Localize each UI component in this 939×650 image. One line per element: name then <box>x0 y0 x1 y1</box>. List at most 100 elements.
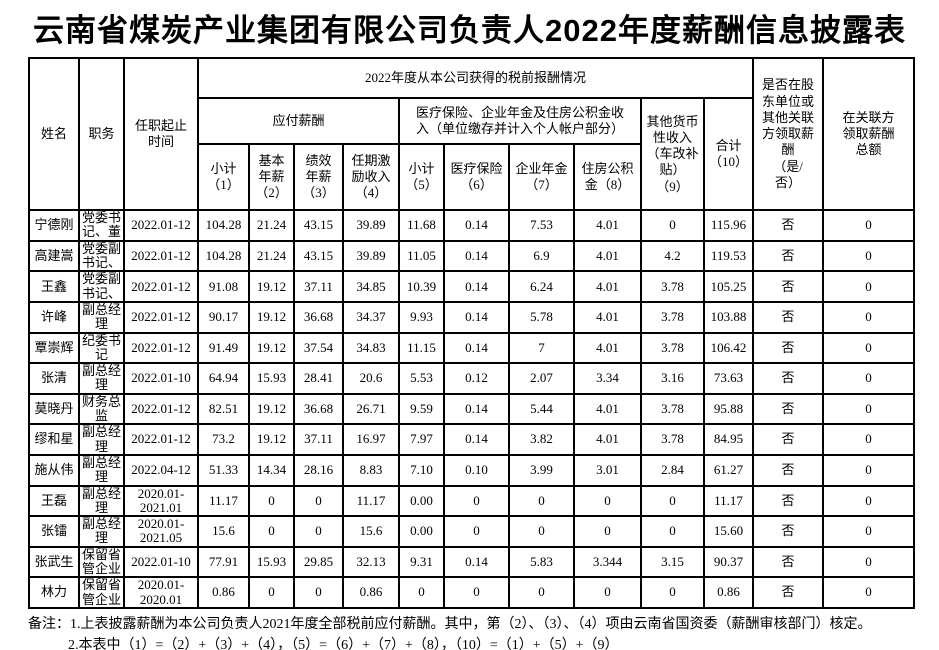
cell-tenure-incentive4: 8.83 <box>342 453 400 487</box>
cell-enterprise-annuity7: 5.83 <box>508 545 575 579</box>
cell-performance-salary3: 43.15 <box>293 239 344 273</box>
cell-enterprise-annuity7: 0 <box>508 484 575 518</box>
cell-performance-salary3: 29.85 <box>293 545 344 579</box>
cell-subtotal1: 77.91 <box>197 545 250 579</box>
cell-total10: 105.25 <box>702 270 755 303</box>
cell-position: 副总经 理 <box>78 453 125 487</box>
header-pretax-group: 2022年度从本公司获得的税前报酬情况 <box>196 57 755 100</box>
cell-other-income9: 3.78 <box>640 392 705 426</box>
cell-medical-insurance6: 0 <box>443 576 510 609</box>
cell-other-income9: 0 <box>640 515 705 548</box>
page-title: 云南省煤炭产业集团有限公司负责人2022年度薪酬信息披露表 <box>33 13 906 48</box>
cell-medical-insurance6: 0.14 <box>443 209 510 242</box>
header-insurance-group: 医疗保险、企业年金及住房公积金收 入（单位缴存并计入个人帐户部分） <box>398 97 642 146</box>
header-subtotal-1: 小计 （1） <box>197 143 250 212</box>
header-position: 职务 <box>78 57 125 212</box>
cell-term: 2022.01-12 <box>123 239 199 273</box>
cell-performance-salary3: 28.16 <box>293 453 344 487</box>
cell-related-party-total: 0 <box>822 209 916 242</box>
cell-subtotal1: 64.94 <box>197 362 250 395</box>
cell-medical-insurance6: 0 <box>443 484 510 518</box>
cell-name: 张镭 <box>28 515 80 548</box>
cell-housing-fund8: 4.01 <box>573 392 642 426</box>
cell-enterprise-annuity7: 3.82 <box>508 423 575 456</box>
cell-position: 副总经 理 <box>78 515 125 548</box>
cell-subtotal5: 0.00 <box>398 515 445 548</box>
cell-position: 保留省 管企业 <box>78 576 125 609</box>
cell-subtotal5: 10.39 <box>398 270 445 303</box>
cell-subtotal1: 11.17 <box>197 484 250 518</box>
cell-other-income9: 0 <box>640 484 705 518</box>
cell-basic-salary2: 19.12 <box>248 270 295 303</box>
cell-housing-fund8: 3.34 <box>573 362 642 395</box>
cell-medical-insurance6: 0.10 <box>443 453 510 487</box>
cell-term: 2022.01-12 <box>123 392 199 426</box>
cell-term: 2020.01- 2021.01 <box>123 484 199 518</box>
cell-related-party-total: 0 <box>822 392 916 426</box>
table-row: 张清 副总经 理 2022.01-10 64.94 15.93 28.41 20.6 5.53… <box>28 362 916 395</box>
cell-name: 王磊 <box>28 484 80 518</box>
cell-subtotal5: 7.97 <box>398 423 445 456</box>
header-medical-insurance-6: 医疗保险 （6） <box>443 143 510 212</box>
table-row: 莫晓丹 财务总 监 2022.01-12 82.51 19.12 36.68 26.71 9.… <box>28 392 916 426</box>
table-row: 张武生 保留省 管企业 2022.01-10 77.91 15.93 29.85 32.13… <box>28 545 916 579</box>
cell-housing-fund8: 0 <box>573 484 642 518</box>
cell-housing-fund8: 4.01 <box>573 270 642 303</box>
header-total-10: 合计 （10） <box>702 97 755 212</box>
header-other-income-9: 其他货币 性收入 （车改补 贴） （9） <box>640 97 705 212</box>
cell-related-party-total: 0 <box>822 515 916 548</box>
salary-table-header: 姓名 职务 任职起止 时间 2022年度从本公司获得的税前报酬情况 是否在股 东… <box>28 57 916 212</box>
cell-name: 张武生 <box>28 545 80 579</box>
header-performance-salary-3: 绩效 年薪 （3） <box>293 143 344 212</box>
header-row-1: 姓名 职务 任职起止 时间 2022年度从本公司获得的税前报酬情况 是否在股 东… <box>28 57 916 212</box>
table-row: 王磊 副总经 理 2020.01- 2021.01 11.17 0 0 11.17 0.00 0… <box>28 484 916 518</box>
cell-tenure-incentive4: 11.17 <box>342 484 400 518</box>
cell-subtotal5: 7.10 <box>398 453 445 487</box>
salary-table-body: 宁德刚 党委书 记、董 2022.01-12 104.28 21.24 43.15 39.8… <box>28 209 916 609</box>
cell-enterprise-annuity7: 5.44 <box>508 392 575 426</box>
cell-housing-fund8: 4.01 <box>573 239 642 273</box>
cell-subtotal5: 9.59 <box>398 392 445 426</box>
cell-related-party-total: 0 <box>822 545 916 579</box>
cell-basic-salary2: 21.24 <box>248 239 295 273</box>
cell-basic-salary2: 19.12 <box>248 423 295 456</box>
header-basic-salary-2: 基本 年薪 （2） <box>248 143 295 212</box>
cell-related-party-total: 0 <box>822 300 916 334</box>
cell-term: 2022.01-12 <box>123 209 199 242</box>
cell-total10: 15.60 <box>702 515 755 548</box>
cell-tenure-incentive4: 16.97 <box>342 423 400 456</box>
cell-tenure-incentive4: 34.37 <box>342 300 400 334</box>
cell-housing-fund8: 3.01 <box>573 453 642 487</box>
table-row: 施从伟 副总经 理 2022.04-12 51.33 14.34 28.16 8.83 7.1… <box>28 453 916 487</box>
cell-related-party-total: 0 <box>822 270 916 303</box>
cell-related-party-flag: 否 <box>752 545 825 579</box>
cell-total10: 84.95 <box>702 423 755 456</box>
cell-term: 2020.01- 2020.01 <box>123 576 199 609</box>
cell-tenure-incentive4: 26.71 <box>342 392 400 426</box>
header-name: 姓名 <box>28 57 80 212</box>
cell-position: 副总经 理 <box>78 423 125 456</box>
cell-tenure-incentive4: 32.13 <box>342 545 400 579</box>
cell-total10: 95.88 <box>702 392 755 426</box>
cell-basic-salary2: 0 <box>248 576 295 609</box>
cell-basic-salary2: 14.34 <box>248 453 295 487</box>
cell-performance-salary3: 36.68 <box>293 300 344 334</box>
table-row: 王鑫 党委副 书记、 2022.01-12 91.08 19.12 37.11 34.85 1… <box>28 270 916 303</box>
cell-name: 缪和星 <box>28 423 80 456</box>
cell-performance-salary3: 36.68 <box>293 392 344 426</box>
cell-other-income9: 3.78 <box>640 423 705 456</box>
disclosure-page: 云南省煤炭产业集团有限公司负责人2022年度薪酬信息披露表 姓名 职务 任职起止… <box>0 12 939 650</box>
cell-related-party-total: 0 <box>822 331 916 365</box>
cell-term: 2022.01-12 <box>123 270 199 303</box>
cell-related-party-flag: 否 <box>752 300 825 334</box>
cell-total10: 61.27 <box>702 453 755 487</box>
cell-medical-insurance6: 0.14 <box>443 270 510 303</box>
cell-other-income9: 3.15 <box>640 545 705 579</box>
table-row: 高建嵩 党委副 书记、 2022.01-12 104.28 21.24 43.15 39.8… <box>28 239 916 273</box>
cell-other-income9: 0 <box>640 209 705 242</box>
cell-position: 党委副 书记、 <box>78 239 125 273</box>
cell-total10: 115.96 <box>702 209 755 242</box>
cell-related-party-flag: 否 <box>752 239 825 273</box>
cell-name: 高建嵩 <box>28 239 80 273</box>
cell-subtotal5: 11.68 <box>398 209 445 242</box>
